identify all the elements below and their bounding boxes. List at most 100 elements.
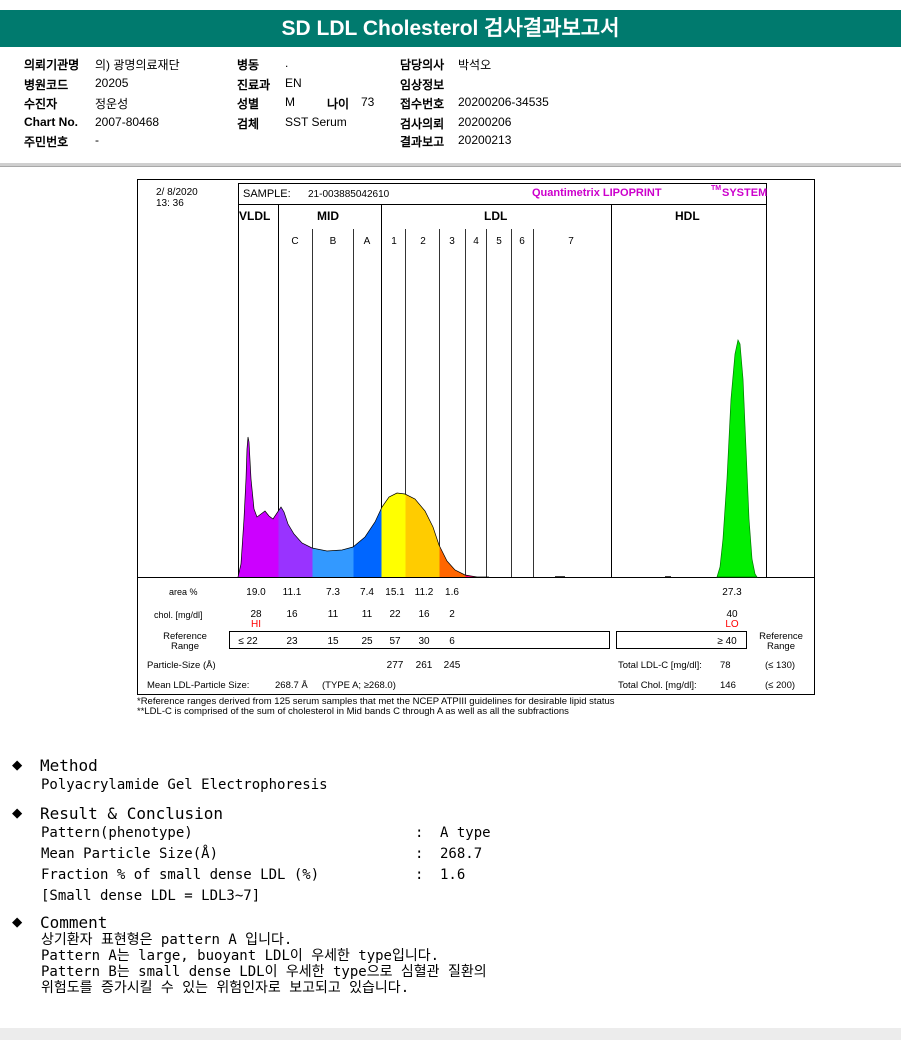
band-label: 4 — [473, 236, 479, 247]
area-value: 7.3 — [326, 587, 340, 598]
result-section: ◆ Result & Conclusion Pattern(phenotype):… — [12, 803, 491, 907]
total-ldl-range: (≤ 130) — [765, 660, 795, 671]
reference-notes: *Reference ranges derived from 125 serum… — [137, 697, 615, 717]
section-divider — [0, 163, 901, 166]
total-ldl-label: Total LDL-C [mg/dl]: — [618, 660, 702, 671]
area-label: area % — [169, 587, 198, 597]
result-item: Pattern(phenotype): A type — [41, 823, 491, 844]
method-heading: Method — [40, 755, 98, 775]
ref-value: 30 — [418, 636, 430, 647]
info-label: 병동 — [237, 58, 260, 72]
area-value: 11.2 — [415, 587, 434, 598]
result-item-colon: : — [415, 846, 424, 862]
result-body: Pattern(phenotype): A type Mean Particle … — [41, 823, 491, 907]
mean-size-value: 268.7 Å — [275, 680, 308, 691]
region-label-hdl: HDL — [675, 209, 700, 223]
total-chol-label: Total Chol. [mg/dl]: — [618, 680, 697, 691]
lo-flag: LO — [725, 619, 739, 630]
total-ldl-value: 78 — [720, 660, 731, 671]
chol-value: 11 — [362, 609, 373, 620]
band-label: 2 — [420, 236, 426, 247]
band-labels: C B A 1 2 3 4 5 6 7 — [291, 236, 574, 247]
brand-tm: TM — [711, 185, 721, 192]
result-item-label: Mean Particle Size(Å) — [41, 846, 219, 862]
ref-hdl-value: ≥ 40 — [717, 636, 737, 647]
band-dividers — [238, 204, 767, 577]
brand-name: Quantimetrix LIPOPRINT — [532, 187, 662, 199]
result-item: Fraction % of small dense LDL (%):1.6 — [41, 865, 491, 886]
ref-value: 25 — [361, 636, 373, 647]
comment-section: ◆ Comment 상기환자 표현형은 pattern A 입니다. Patter… — [12, 912, 487, 996]
result-heading: Result & Conclusion — [40, 803, 224, 823]
report-date: 2/ 8/2020 — [156, 187, 198, 198]
comment-line: Pattern A는 large, buoyant LDL이 우세한 type입… — [41, 948, 440, 964]
hdl-peak — [716, 338, 758, 578]
report-frame — [137, 179, 815, 695]
info-value: 박석오 — [458, 58, 492, 72]
ref-label-left-2: Range — [171, 641, 199, 652]
area-value: 15.1 — [385, 587, 405, 598]
ref-label-right-1: Reference — [759, 631, 803, 642]
patient-info: 의뢰기관명 의) 광명의료재단 병원코드 20205 수진자 정운성 Chart… — [0, 55, 901, 160]
area-value: 27.3 — [722, 587, 742, 598]
result-item-value: 268.7 — [440, 846, 483, 862]
band-label: 6 — [519, 236, 525, 247]
sub-band-dividers — [312, 229, 534, 577]
diamond-icon: ◆ — [12, 755, 23, 775]
band-label: 7 — [568, 236, 574, 247]
band-label: A — [364, 236, 371, 247]
info-label: 진료과 — [237, 78, 271, 92]
chol-value: 40 — [726, 609, 738, 620]
region-label-vldl: VLDL — [239, 209, 270, 223]
particle-label: Particle-Size (Å) — [147, 660, 216, 671]
info-value: - — [95, 133, 99, 147]
section-divider-line — [0, 166, 901, 167]
hi-flag: HI — [251, 619, 261, 630]
ref-value: 15 — [327, 636, 339, 647]
result-item-value: 1.6 — [440, 867, 466, 883]
info-value: SST Serum — [285, 115, 347, 129]
comment-line: 위험도를 증가시킬 수 있는 위험인자로 보고되고 있습니다. — [41, 980, 410, 996]
mean-size-label: Mean LDL-Particle Size: — [147, 680, 249, 691]
diamond-icon: ◆ — [12, 803, 23, 823]
comment-heading: Comment — [40, 912, 108, 932]
info-value: 정운성 — [95, 97, 129, 111]
method-section: ◆ Method Polyacrylamide Gel Electrophores… — [12, 755, 328, 796]
info-label: 결과보고 — [400, 135, 445, 149]
ref-label-right-2: Range — [767, 641, 795, 652]
result-footnote: [Small dense LDL = LDL3~7] — [41, 888, 261, 904]
info-label: 병원코드 — [24, 78, 69, 92]
total-chol-value: 146 — [720, 680, 736, 691]
band-label: B — [330, 236, 337, 247]
lipoprint-report: 2/ 8/2020 13: 36 SAMPLE: 21-003885042610… — [137, 179, 815, 695]
diamond-icon: ◆ — [12, 912, 23, 932]
info-label: 검체 — [237, 117, 260, 131]
ref-label-left-1: Reference — [163, 631, 207, 642]
info-value: 20200206 — [458, 115, 512, 129]
total-chol-range: (≤ 200) — [765, 680, 795, 691]
info-label: 접수번호 — [400, 97, 445, 111]
sample-value: 21-003885042610 — [308, 189, 390, 200]
info-label: 성별 — [237, 97, 260, 111]
area-value: 1.6 — [445, 587, 459, 598]
result-item-label: Pattern(phenotype) — [41, 825, 193, 841]
area-row: 19.0 11.1 7.3 7.4 15.1 11.2 1.6 27.3 — [246, 587, 742, 598]
ref-value: 6 — [449, 636, 455, 647]
chol-label: chol. [mg/dl] — [154, 610, 203, 620]
ref-range-hdl-box — [616, 631, 747, 649]
ref-range-box — [229, 631, 610, 649]
particle-value: 261 — [416, 660, 433, 671]
chol-value: 16 — [286, 609, 298, 620]
info-label: 수진자 — [24, 97, 58, 111]
info-label: 검사의뢰 — [400, 117, 445, 131]
method-text: Polyacrylamide Gel Electrophoresis — [41, 777, 328, 793]
age-label: 나이 — [327, 97, 350, 111]
brand-suffix: SYSTEM — [722, 187, 767, 199]
band-label: 3 — [449, 236, 455, 247]
info-value: 20200206-34535 — [458, 95, 549, 109]
sample-label: SAMPLE: — [243, 188, 291, 200]
comment-body: 상기환자 표현형은 pattern A 입니다. Pattern A는 larg… — [41, 932, 487, 996]
report-time: 13: 36 — [156, 198, 184, 209]
info-value: 의) 광명의료재단 — [95, 58, 180, 72]
info-label: 의뢰기관명 — [24, 58, 80, 72]
